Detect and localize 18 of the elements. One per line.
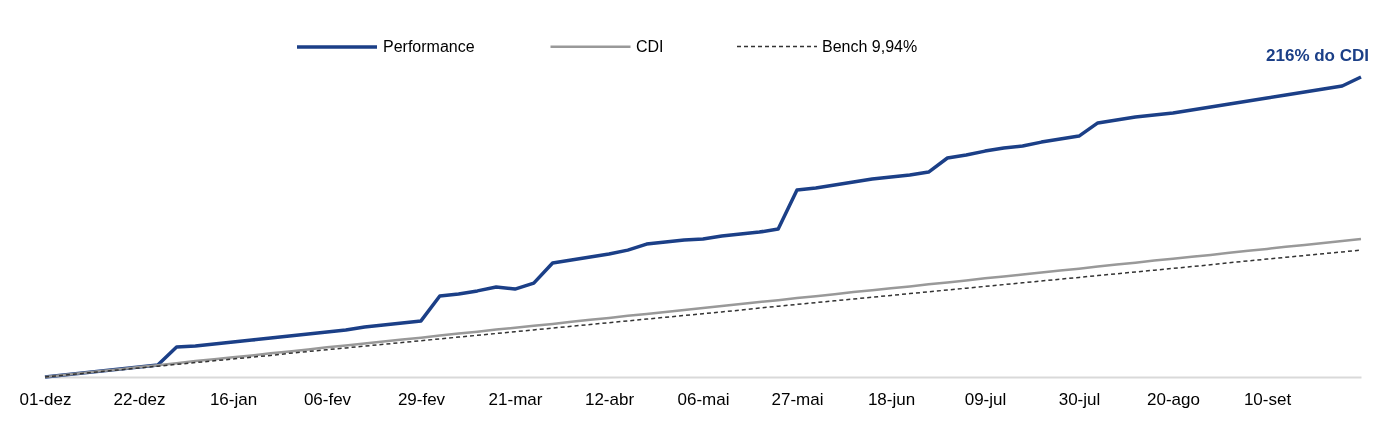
x-tick-label: 21-mar <box>488 389 543 409</box>
legend-label: Performance <box>383 38 475 55</box>
x-tick-label: 09-jul <box>964 389 1007 409</box>
x-tick-label: 27-mai <box>771 389 824 409</box>
x-tick-label: 16-jan <box>209 389 258 409</box>
legend-label: Bench 9,94% <box>822 37 918 55</box>
x-tick-label: 01-dez <box>19 389 72 409</box>
x-tick-label: 12-abr <box>584 389 635 409</box>
x-tick-label: 10-set <box>1243 389 1292 409</box>
x-tick-label: 06-fev <box>303 389 352 409</box>
x-tick-label: 20-ago <box>1147 389 1200 409</box>
x-tick-label: 22-dez <box>113 389 166 409</box>
x-tick-label: 30-jul <box>1058 389 1101 409</box>
legend-label: CDI <box>636 37 664 55</box>
text: 216% do CDI <box>1266 46 1369 65</box>
x-tick-label: 06-mai <box>677 389 730 409</box>
x-tick-label: 18-jun <box>867 389 916 409</box>
x-tick-label: 29-fev <box>397 389 446 409</box>
